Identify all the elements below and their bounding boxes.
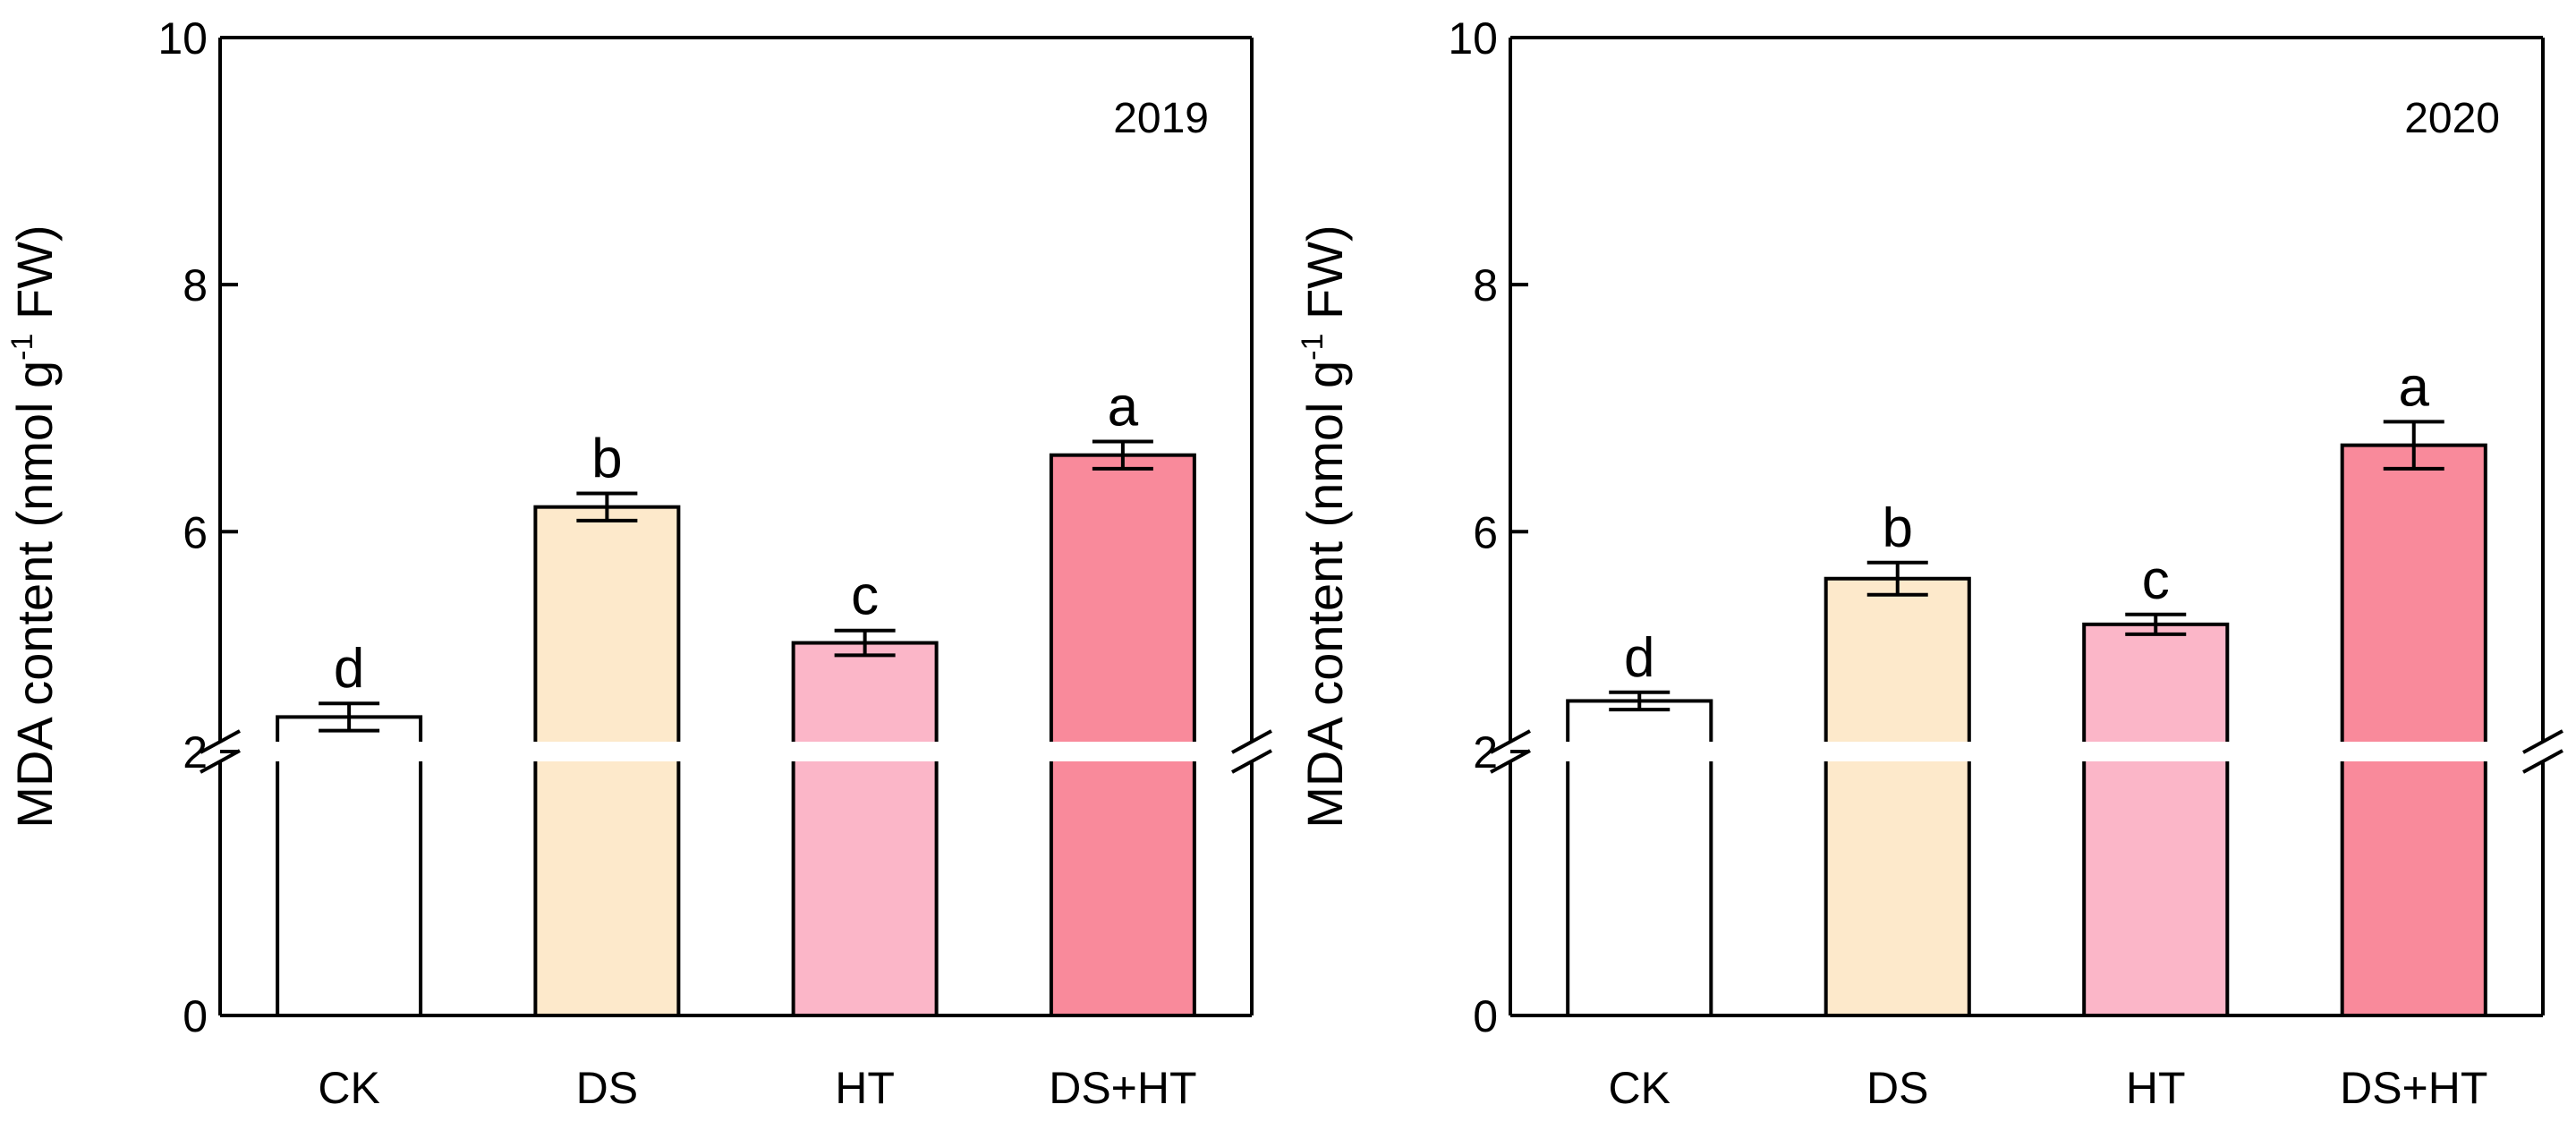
x-tick-label: DS+HT [2340, 1063, 2487, 1113]
error-bar [834, 628, 896, 658]
significance-label: d [334, 638, 364, 700]
y-tick-label: 6 [183, 507, 208, 557]
break-mark-right-1 [2522, 749, 2563, 774]
x-tick-label: DS [1866, 1063, 1928, 1113]
break-mark-right-0 [2522, 729, 2563, 754]
bar-ds-plus-ht [1049, 453, 1196, 1017]
x-tick-label: DS+HT [1049, 1063, 1196, 1113]
error-bar [2383, 420, 2444, 471]
y-tick-label: 0 [1473, 991, 1498, 1041]
x-tick-label: CK [1609, 1063, 1671, 1113]
error-bar [1609, 690, 1671, 712]
error-bar [1866, 560, 1928, 597]
x-tick-label: HT [2126, 1063, 2186, 1113]
y-tick-label: 10 [157, 13, 208, 64]
x-tick-label: HT [835, 1063, 895, 1113]
bar-ds-plus-ht [2340, 443, 2487, 1017]
chart-panel-2020: 0 2 6 8 10 CK DS HT DS+HT d b c a 2020 MDA content (nm… [1296, 13, 2563, 1113]
bar-ck [276, 715, 423, 1018]
x-tick-label: CK [318, 1063, 379, 1113]
break-mark-left-0 [200, 729, 241, 754]
panel-year-label: 2019 [1113, 95, 1209, 142]
error-bar [319, 701, 380, 733]
significance-label: d [1624, 627, 1654, 689]
break-mark-left-1 [200, 749, 241, 774]
y-axis-title: MDA content (nmol g-1 FW) [1296, 225, 1353, 828]
y-tick-label: 8 [1473, 260, 1498, 310]
bar-ds [1824, 576, 1971, 1017]
x-tick-label: DS [576, 1063, 638, 1113]
break-mark-right-0 [1231, 729, 1272, 754]
error-bar [576, 491, 638, 523]
significance-label: b [591, 428, 622, 489]
chart-panel-2019: 0 2 6 8 10 CK DS HT DS+HT d b c a 2019 MDA content (nm… [5, 13, 1272, 1113]
break-mark-left-1 [1490, 749, 1531, 774]
significance-label: b [1883, 497, 1913, 559]
y-tick-label: 10 [1448, 13, 1498, 64]
y-tick-label: 6 [1473, 507, 1498, 557]
bar-ht [2082, 622, 2230, 1017]
significance-label: a [1108, 376, 1139, 438]
error-bar [2125, 612, 2187, 636]
significance-label: a [2399, 356, 2430, 418]
y-axis-title: MDA content (nmol g-1 FW) [5, 225, 63, 828]
y-tick-label: 2 [1473, 727, 1498, 777]
y-tick-label: 2 [183, 727, 208, 777]
error-bar [1092, 439, 1153, 471]
break-mark-left-0 [1490, 729, 1531, 754]
y-tick-label: 0 [183, 991, 208, 1041]
y-tick-label: 8 [183, 260, 208, 310]
significance-label: c [2142, 549, 2170, 611]
axis-break-gap [1492, 742, 2561, 761]
significance-label: c [851, 565, 879, 627]
bar-ht [791, 641, 939, 1018]
break-mark-right-1 [1231, 749, 1272, 774]
axis-break-gap [202, 742, 1270, 761]
panel-year-label: 2020 [2404, 95, 2500, 142]
